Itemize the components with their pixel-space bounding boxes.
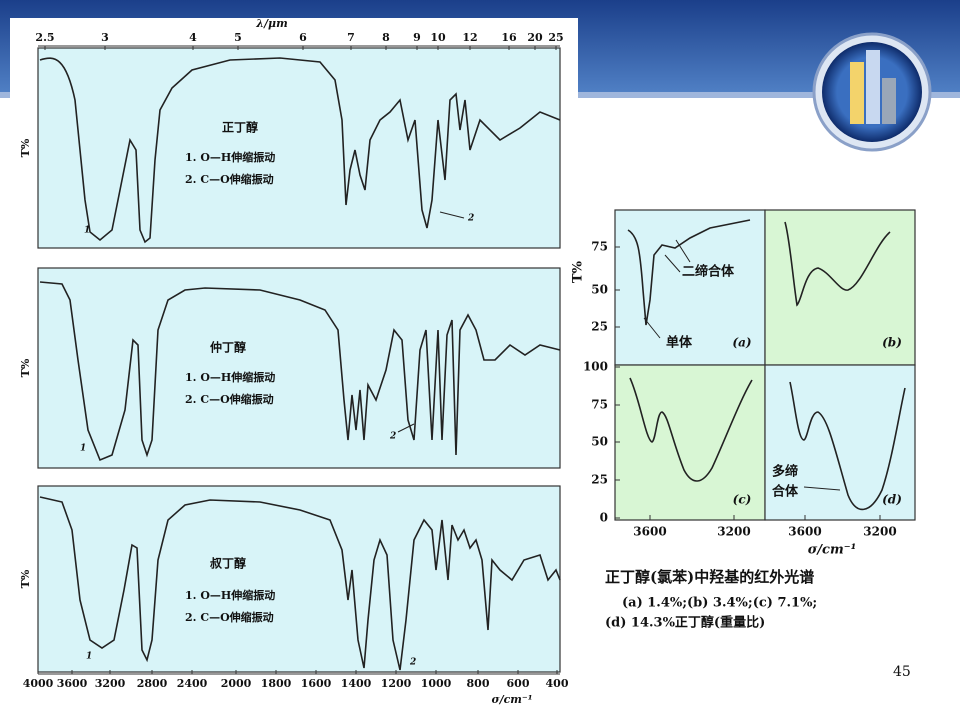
spectrum-curve: [39, 281, 561, 462]
tick-label: 600: [507, 677, 530, 690]
tick-label: 1400: [341, 677, 372, 690]
peak-label: 1: [84, 226, 90, 236]
panel-label: (b): [882, 336, 902, 350]
compound-name: 叔丁醇: [210, 556, 246, 571]
tick-label: 2000: [221, 677, 252, 690]
caption: (d) 14.3%正丁醇(重量比): [605, 615, 765, 631]
tick-label: 6: [299, 31, 307, 44]
peak-label: 2: [467, 214, 474, 224]
peak-label: 2: [409, 658, 416, 668]
tick-label: 1000: [421, 677, 452, 690]
annotation: 多缔: [772, 464, 798, 480]
note: 1. O—H伸缩振动: [185, 370, 275, 384]
tick-label: 10: [430, 31, 446, 44]
tick-label: 5: [234, 31, 242, 44]
tick-label: 25: [591, 473, 608, 487]
annotation: 单体: [666, 335, 693, 351]
note: 2. C—O伸缩振动: [185, 172, 274, 186]
tick-label: 75: [591, 398, 608, 412]
y-label: T%: [571, 260, 586, 283]
pointer: [439, 211, 465, 219]
tick-label: 2.5: [35, 31, 54, 44]
tick-label: 25: [591, 320, 608, 334]
peak-label: 1: [86, 652, 92, 662]
tick-label: 7: [347, 31, 355, 44]
tick-label: 8: [382, 31, 390, 44]
tick-label: 1600: [301, 677, 332, 690]
y-label: T%: [19, 358, 32, 377]
sub-box: [614, 209, 766, 366]
note: 1. O—H伸缩振动: [185, 150, 275, 164]
tick-label: 50: [591, 283, 608, 297]
axis-label: λ/μm: [255, 17, 287, 30]
spectrum-box: [37, 485, 561, 673]
peak-label: 2: [389, 432, 396, 442]
panel-label: (d): [882, 493, 902, 507]
compound-name: 仲丁醇: [210, 340, 246, 355]
tick-label: 2800: [137, 677, 168, 690]
tick-label: 20: [527, 31, 543, 44]
tick-label: 3: [101, 31, 109, 44]
tick-label: 400: [546, 677, 569, 690]
tick-label: 2400: [177, 677, 208, 690]
page-number: 45: [893, 664, 911, 680]
tick-label: 75: [591, 240, 608, 254]
tick-label: 3200: [95, 677, 126, 690]
tick-label: 1200: [381, 677, 412, 690]
note: 2. C—O伸缩振动: [185, 610, 274, 624]
tick-label: 4: [189, 31, 197, 44]
tick-label: 50: [591, 435, 608, 449]
panel-label: (a): [732, 336, 751, 350]
peak-label: 1: [80, 444, 86, 454]
sub-curve: [627, 219, 751, 326]
tick-label: 3600: [788, 525, 821, 539]
y-label: T%: [19, 569, 32, 588]
tick-label: 3600: [57, 677, 88, 690]
sub-box: [614, 364, 766, 521]
sub-box: [764, 364, 916, 521]
spectrum-box: [37, 47, 561, 249]
sub-curve: [629, 377, 753, 482]
tick-label: 0: [600, 511, 608, 525]
spectrum-curve: [39, 496, 561, 671]
tick-label: 3200: [717, 525, 750, 539]
pointer: [397, 423, 415, 433]
caption: 正丁醇(氯苯)中羟基的红外光谱: [605, 568, 814, 586]
tick-label: 1800: [261, 677, 292, 690]
spectrum-curve: [39, 57, 561, 244]
panel-label: (c): [733, 493, 752, 507]
caption: (a) 1.4%;(b) 3.4%;(c) 7.1%;: [622, 596, 817, 611]
tick-label: 100: [583, 360, 608, 374]
axis-label: σ/cm⁻¹: [808, 543, 857, 558]
compound-name: 正丁醇: [222, 120, 258, 135]
tick-label: 4000: [23, 677, 54, 690]
tick-label: 3200: [863, 525, 896, 539]
axis-label: σ/cm⁻¹: [491, 693, 532, 706]
tick-label: 3600: [633, 525, 666, 539]
tick-label: 16: [501, 31, 517, 44]
spectrum-box: [37, 267, 561, 469]
tick-label: 12: [462, 31, 477, 44]
logo: [812, 32, 932, 152]
y-label: T%: [19, 138, 32, 157]
annotation: 合体: [772, 484, 799, 500]
tick-label: 800: [467, 677, 490, 690]
pointer: [643, 239, 841, 491]
sub-curve: [784, 221, 891, 307]
sub-curve: [789, 381, 906, 511]
annotation: 二缔合体: [682, 264, 735, 280]
note: 2. C—O伸缩振动: [185, 392, 274, 406]
tick-label: 9: [413, 31, 421, 44]
tick-label: 25: [548, 31, 563, 44]
note: 1. O—H伸缩振动: [185, 588, 275, 602]
